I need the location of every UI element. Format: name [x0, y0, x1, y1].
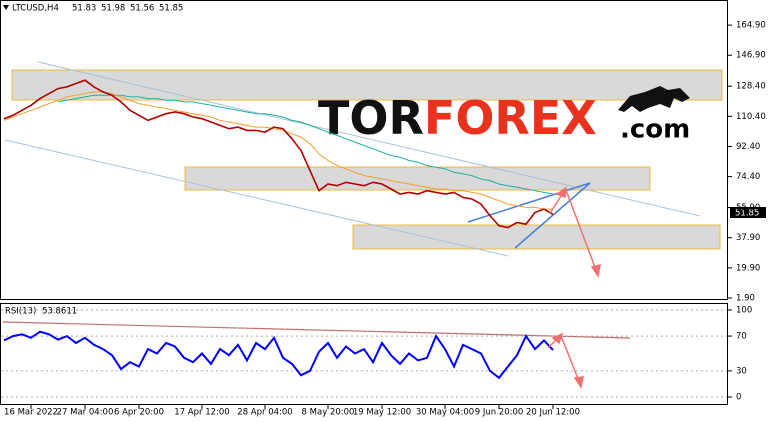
y-tick-label: 110.40 — [736, 112, 766, 122]
trend-lines — [2, 61, 701, 339]
arrow — [549, 192, 564, 214]
ohlc-value: 51.83 — [72, 4, 96, 14]
x-tick-label: 8 May 20:00 — [302, 408, 355, 418]
ohlc-value: 51.98 — [101, 4, 125, 14]
price-marker — [730, 207, 766, 218]
y-tick-label: 1.90 — [736, 293, 755, 303]
y-tick-label: 100 — [736, 305, 752, 315]
arrow — [565, 189, 597, 271]
y-tick-label: 37.90 — [736, 233, 760, 243]
x-tick-label: 27 Mar 04:00 — [57, 408, 114, 418]
y-tick-label: 19.90 — [736, 263, 760, 273]
y-tick-label: 30 — [736, 366, 747, 376]
rsi-last: 53.8611 — [42, 307, 77, 317]
y-tick-label: 74.40 — [736, 172, 760, 182]
y-tick-label: 146.90 — [736, 51, 766, 61]
series-line — [3, 330, 554, 380]
y-tick-label: 55.90 — [736, 203, 760, 213]
ohlc-value: 51.85 — [159, 4, 183, 14]
channel-line — [4, 139, 509, 257]
y-tick-label: 70 — [736, 332, 747, 342]
zones — [11, 69, 723, 250]
series-line — [57, 94, 554, 195]
arrow-head — [590, 263, 601, 278]
x-tick-label: 19 May 12:00 — [353, 408, 411, 418]
logo: TORFOREX .com — [318, 86, 690, 145]
rsi-frame — [0, 303, 728, 405]
y-tick-label: 128.40 — [736, 82, 766, 92]
wedge-line — [467, 182, 591, 223]
plot — [1, 79, 727, 398]
y-tick-label: 164.90 — [736, 21, 766, 31]
logo-part: TOR — [318, 91, 424, 145]
zone — [184, 166, 651, 191]
chart-title: LTCUSD,H4 — [12, 4, 59, 14]
series-line — [3, 91, 553, 210]
arrow — [560, 335, 580, 382]
x-tick-label: 28 Apr 04:00 — [237, 408, 292, 418]
y-tick-label: 0 — [736, 392, 741, 402]
logo-suffix: .com — [620, 115, 690, 145]
arrow-head — [573, 376, 584, 389]
zone — [352, 224, 721, 250]
x-tick-label: 9 Jun 20:00 — [475, 408, 524, 418]
zone — [11, 69, 723, 101]
series-line — [3, 79, 554, 229]
rsi-title: RSI(13) — [5, 307, 36, 317]
x-tick-label: 20 Jun 12:00 — [526, 408, 580, 418]
x-tick-label: 30 May 04:00 — [416, 408, 474, 418]
logo-text: TORFOREX — [318, 91, 597, 145]
arrow-head — [551, 332, 564, 345]
x-tick-label: 17 Apr 12:00 — [174, 408, 229, 418]
logo-part: FOREX — [424, 91, 597, 145]
channel-line — [37, 61, 701, 217]
bull-icon — [618, 86, 690, 112]
x-tick-label: 6 Apr 20:00 — [114, 408, 164, 418]
arrows — [547, 186, 601, 389]
main-frame — [0, 0, 728, 300]
arrow-head — [555, 186, 567, 199]
menu-icon — [3, 5, 9, 10]
wedge-line — [514, 182, 591, 249]
price-marker-label: 51.85 — [735, 209, 759, 219]
y-tick-label: 92.40 — [736, 142, 760, 152]
ohlc-value: 51.56 — [130, 4, 154, 14]
x-tick-label: 16 Mar 2022 — [4, 408, 58, 418]
